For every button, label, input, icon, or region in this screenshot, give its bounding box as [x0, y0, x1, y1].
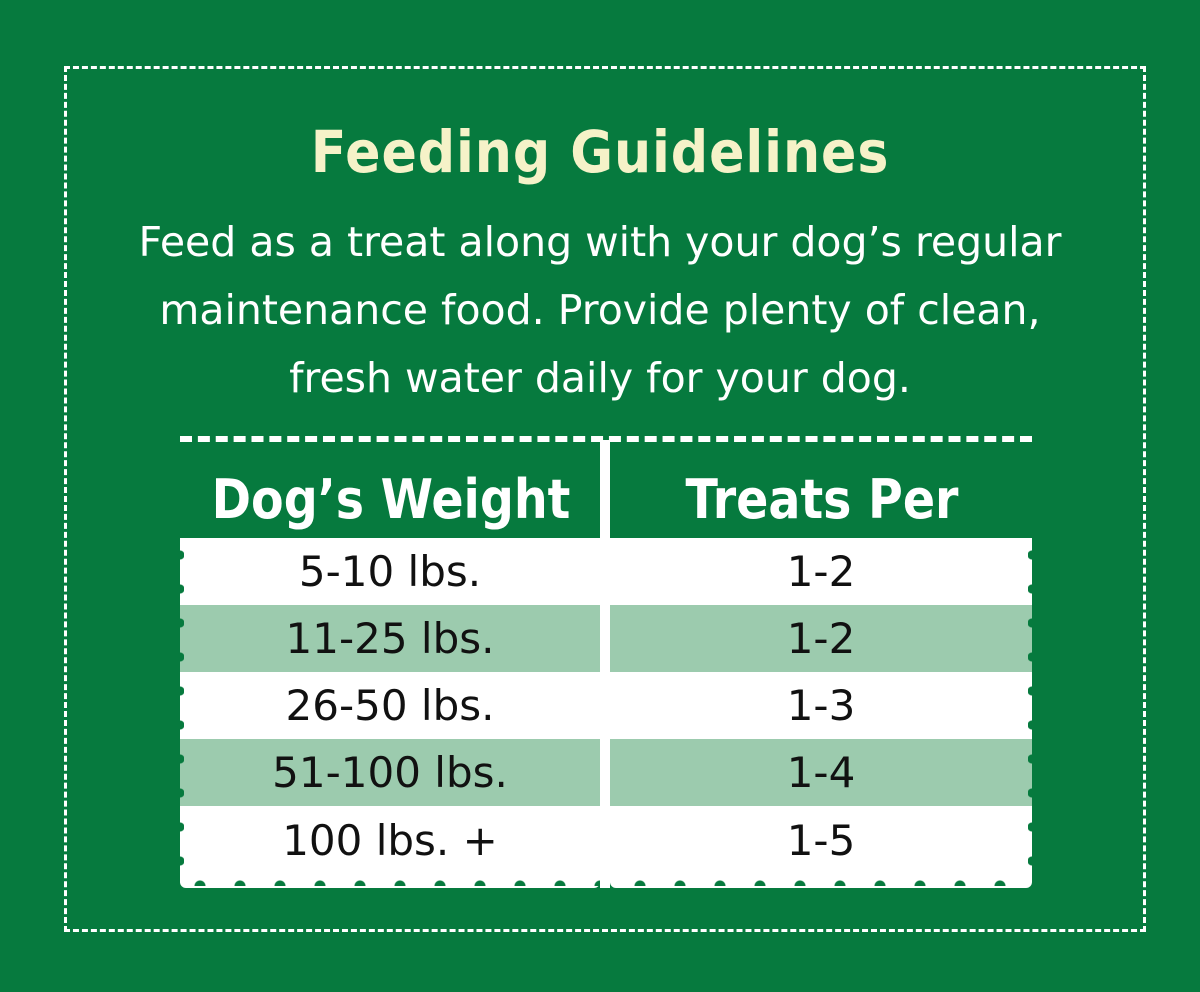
table-body: 5-10 lbs. 1-2 11-25 lbs. 1-2 26-50 lbs. …	[180, 538, 1032, 888]
intro-text: Feed as a treat along with your dog’s re…	[100, 208, 1100, 412]
table-row: 51-100 lbs. 1-4	[180, 739, 1032, 806]
weight-cell: 26-50 lbs.	[180, 672, 600, 739]
intro-line: Feed as a treat along with your dog’s re…	[138, 218, 1062, 266]
intro-line: fresh water daily for your dog.	[289, 354, 911, 402]
weight-cell: 11-25 lbs.	[180, 605, 600, 672]
treats-cell: 1-3	[610, 672, 1032, 739]
table-row: 11-25 lbs. 1-2	[180, 605, 1032, 672]
header-dogs-weight: Dog’s Weight	[211, 468, 571, 531]
column-divider	[600, 440, 610, 888]
intro-line: maintenance food. Provide plenty of clea…	[159, 286, 1041, 334]
weight-cell: 5-10 lbs.	[180, 538, 600, 605]
page-title: Feeding Guidelines	[310, 118, 890, 186]
table-row: 100 lbs. + 1-5	[180, 806, 1032, 888]
weight-cell: 100 lbs. +	[180, 806, 600, 888]
scalloped-edge-right	[1028, 538, 1036, 886]
feeding-table: Dog’s Weight Treats Per Day 5-10 lbs. 1-…	[176, 436, 1036, 888]
treats-cell: 1-5	[610, 806, 1032, 888]
treats-cell: 1-4	[610, 739, 1032, 806]
treats-cell: 1-2	[610, 538, 1032, 605]
treats-cell: 1-2	[610, 605, 1032, 672]
weight-cell: 51-100 lbs.	[180, 739, 600, 806]
table-row: 26-50 lbs. 1-3	[180, 672, 1032, 739]
table-row: 5-10 lbs. 1-2	[180, 538, 1032, 605]
header-treats-per-day: Treats Per Day	[685, 468, 959, 611]
scalloped-edge-left	[176, 538, 184, 886]
dashed-border-frame	[64, 66, 1146, 932]
